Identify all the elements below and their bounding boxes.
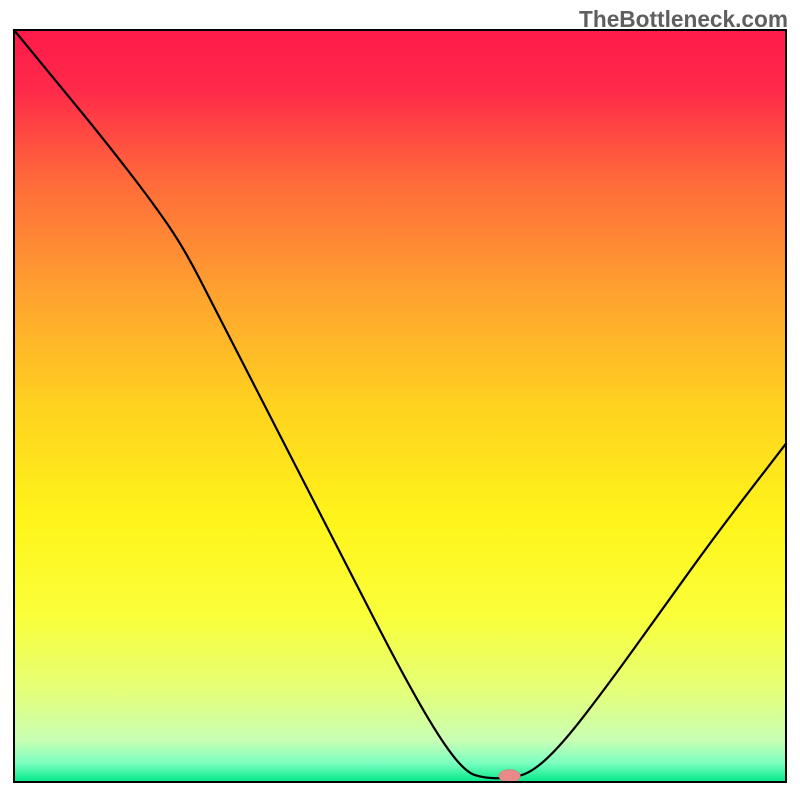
watermark-text: TheBottleneck.com — [579, 6, 788, 33]
optimal-point-marker — [499, 770, 521, 783]
bottleneck-chart — [0, 0, 800, 800]
chart-container: TheBottleneck.com — [0, 0, 800, 800]
